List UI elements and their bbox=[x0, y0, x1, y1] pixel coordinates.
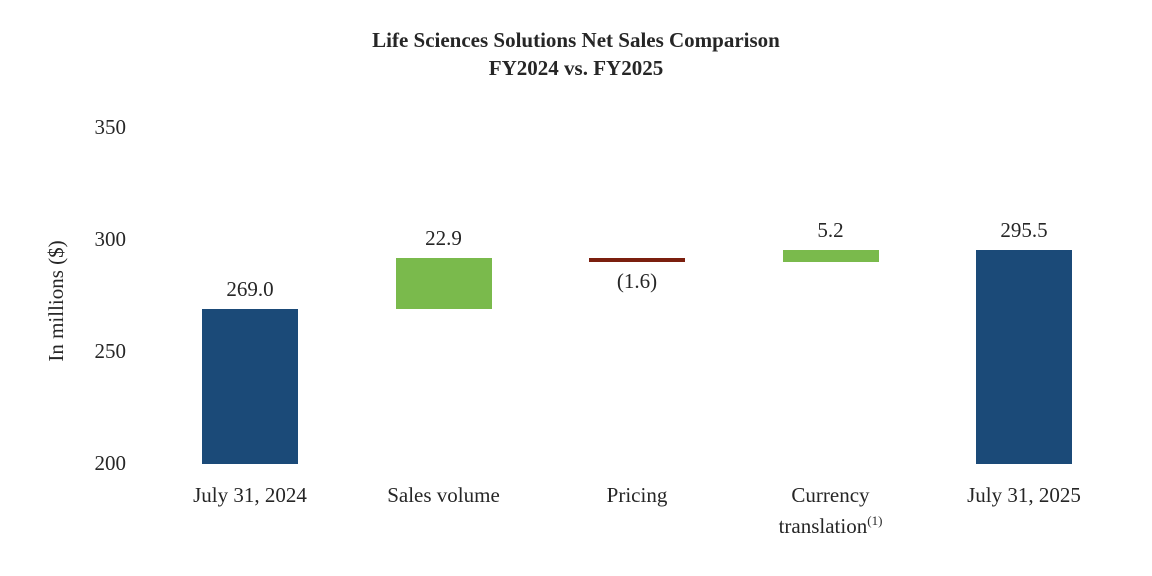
value-label-currency-translation: 5.2 bbox=[817, 218, 844, 243]
chart-title-line-1: Life Sciences Solutions Net Sales Compar… bbox=[372, 28, 780, 52]
bar-pricing bbox=[589, 258, 685, 262]
value-label-july-31-2025: 295.5 bbox=[1000, 218, 1048, 243]
x-category-sales-volume: Sales volume bbox=[387, 483, 500, 507]
y-tick-350: 350 bbox=[94, 115, 127, 139]
x-category-pricing: Pricing bbox=[606, 483, 668, 507]
chart-title-line-2: FY2024 vs. FY2025 bbox=[488, 56, 664, 80]
value-label-pricing: (1.6) bbox=[616, 268, 658, 293]
y-tick-200: 200 bbox=[94, 451, 127, 475]
x-category-currency-translation: Currency translation(1) bbox=[778, 483, 883, 538]
bar-currency-translation bbox=[782, 250, 879, 262]
value-label-july-31-2024: 269.0 bbox=[226, 277, 274, 302]
y-tick-250: 250 bbox=[94, 339, 127, 363]
bar-july-31-2024 bbox=[202, 309, 298, 464]
value-label-sales-volume: 22.9 bbox=[425, 226, 462, 251]
y-tick-300: 300 bbox=[94, 227, 127, 251]
footnote-marker: (1) bbox=[867, 513, 883, 528]
bar-sales-volume bbox=[395, 258, 492, 310]
x-category-july-31-2025: July 31, 2025 bbox=[967, 483, 1081, 507]
x-category-july-31-2024: July 31, 2024 bbox=[193, 483, 307, 507]
bar-july-31-2025 bbox=[976, 250, 1072, 464]
